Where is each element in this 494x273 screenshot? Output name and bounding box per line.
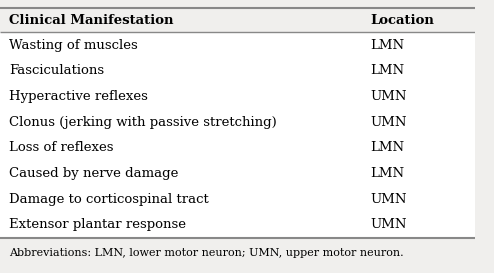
Text: Abbreviations: LMN, lower motor neuron; UMN, upper motor neuron.: Abbreviations: LMN, lower motor neuron; … [9, 248, 404, 259]
Text: Wasting of muscles: Wasting of muscles [9, 39, 138, 52]
Bar [0, 135, 475, 161]
Text: Hyperactive reflexes: Hyperactive reflexes [9, 90, 148, 103]
Text: Clinical Manifestation: Clinical Manifestation [9, 14, 174, 27]
Text: LMN: LMN [370, 141, 404, 154]
Bar [0, 58, 475, 84]
Text: Fasciculations: Fasciculations [9, 64, 105, 77]
Text: Damage to corticospinal tract: Damage to corticospinal tract [9, 192, 209, 206]
Text: UMN: UMN [370, 90, 407, 103]
Text: LMN: LMN [370, 39, 404, 52]
Text: Location: Location [370, 14, 434, 27]
Text: LMN: LMN [370, 167, 404, 180]
Bar [0, 186, 475, 212]
Bar [0, 161, 475, 186]
Text: Loss of reflexes: Loss of reflexes [9, 141, 114, 154]
Bar [0, 32, 475, 58]
Text: Caused by nerve damage: Caused by nerve damage [9, 167, 179, 180]
Bar [0, 84, 475, 109]
Text: UMN: UMN [370, 192, 407, 206]
Bar [0, 109, 475, 135]
Bar [0, 212, 475, 238]
Text: LMN: LMN [370, 64, 404, 77]
Text: UMN: UMN [370, 115, 407, 129]
Text: Clonus (jerking with passive stretching): Clonus (jerking with passive stretching) [9, 115, 277, 129]
Text: Extensor plantar response: Extensor plantar response [9, 218, 187, 231]
Text: UMN: UMN [370, 218, 407, 231]
